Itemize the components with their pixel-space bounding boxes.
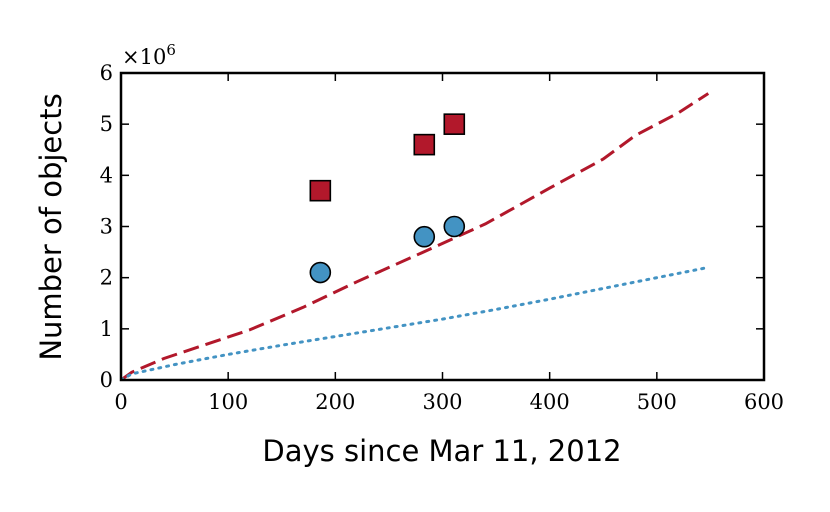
x-tick-label: 400 — [530, 390, 570, 414]
y-offset-label: ×106 — [122, 41, 176, 69]
y-axis-label: Number of objects — [34, 93, 68, 360]
axis-ticks: 0 100 200 300 400 500 600 0 1 2 3 4 5 6 — [100, 61, 784, 414]
x-tick-label: 100 — [208, 390, 248, 414]
x-axis-label: Days since Mar 11, 2012 — [262, 434, 621, 468]
y-tick-label: 4 — [100, 163, 113, 187]
y-tick-label: 1 — [100, 317, 113, 341]
x-tick-label: 0 — [114, 390, 127, 414]
y-tick-label: 5 — [100, 112, 113, 136]
square-data-point — [413, 133, 436, 156]
circle-data-point — [309, 261, 332, 284]
x-tick-label: 600 — [744, 390, 784, 414]
y-offset-base: ×10 — [122, 45, 166, 69]
dotted-series-line — [121, 265, 710, 380]
circle-data-point — [413, 225, 436, 248]
square-data-point — [443, 113, 466, 135]
y-tick-label: 0 — [100, 368, 113, 392]
plot-area — [121, 92, 710, 380]
y-tick-label: 2 — [100, 266, 113, 290]
x-tick-label: 500 — [637, 390, 677, 414]
x-tick-label: 200 — [315, 390, 355, 414]
y-tick-label: 3 — [100, 215, 113, 239]
x-tick-label: 300 — [422, 390, 462, 414]
square-data-point — [309, 179, 332, 202]
y-tick-label: 6 — [100, 61, 113, 85]
y-offset-exponent: 6 — [166, 41, 176, 59]
circle-data-point — [443, 215, 466, 238]
dashed-series-line — [121, 92, 710, 380]
